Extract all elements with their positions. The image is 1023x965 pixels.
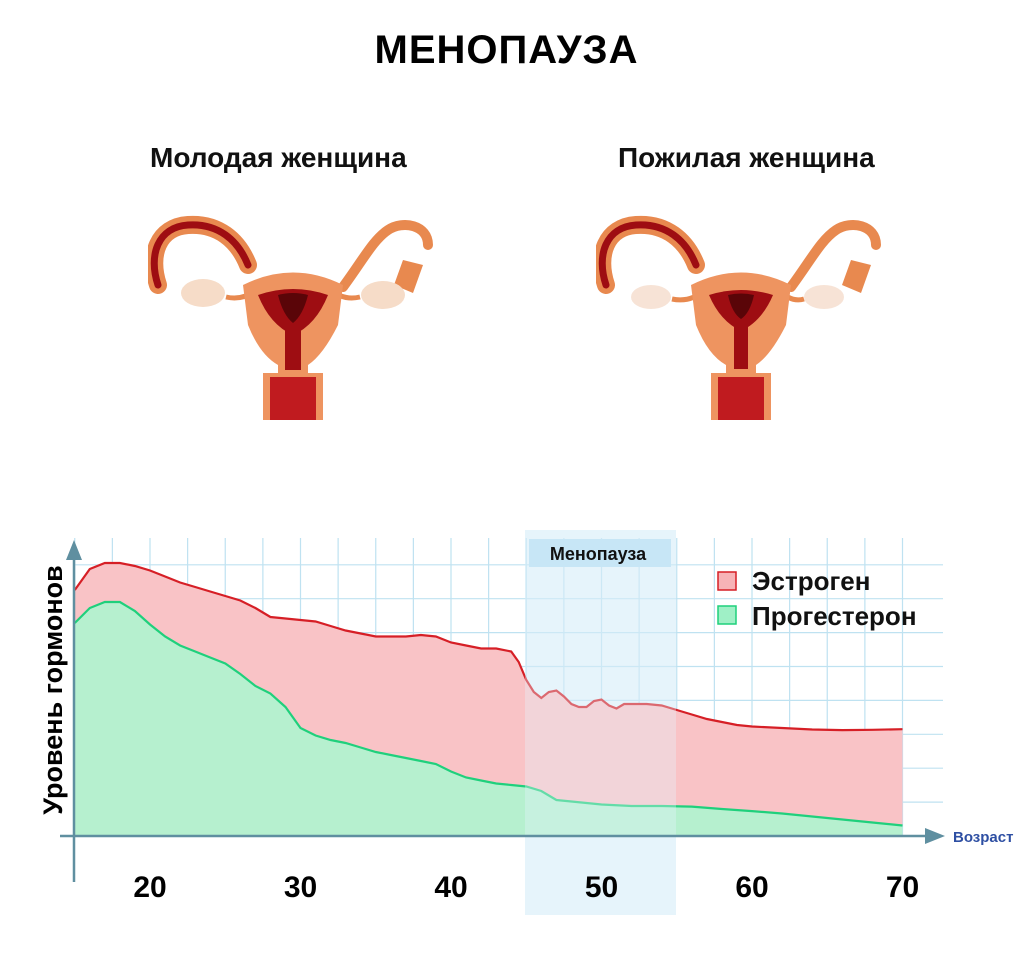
x-tick-label: 60 <box>735 871 768 904</box>
menopause-band-label: Менопауза <box>550 544 647 564</box>
x-tick-label: 50 <box>585 871 618 904</box>
x-axis-label: Возраст <box>953 829 1013 846</box>
old-uterus-illustration <box>596 215 881 420</box>
x-tick-label: 20 <box>133 871 166 904</box>
menopause-label-bg <box>529 539 671 567</box>
x-tick-label: 70 <box>886 871 919 904</box>
legend: Эстроген Прогестерон <box>717 566 917 631</box>
legend-estrogen-swatch <box>717 571 737 591</box>
young-woman-label: Молодая женщина <box>150 142 407 173</box>
estrogen-line <box>73 561 903 732</box>
x-axis-arrow <box>925 828 945 844</box>
old-woman-label: Пожилая женщина <box>618 142 875 173</box>
y-axis-label: Уровень гормонов <box>38 565 68 814</box>
progesterone-area <box>74 602 903 836</box>
progesterone-line <box>74 600 903 827</box>
legend-progesterone-swatch <box>717 605 737 625</box>
legend-estrogen-label: Эстроген <box>752 566 870 596</box>
menopause-band-overlay <box>525 530 676 915</box>
x-tick-labels: 20 30 40 50 60 70 <box>133 871 919 904</box>
page-title: МЕНОПАУЗА <box>374 28 639 72</box>
x-tick-label: 30 <box>284 871 317 904</box>
legend-progesterone-label: Прогестерон <box>752 601 917 631</box>
x-tick-label: 40 <box>434 871 467 904</box>
young-uterus-illustration <box>148 215 433 420</box>
y-axis-arrow <box>66 540 82 560</box>
